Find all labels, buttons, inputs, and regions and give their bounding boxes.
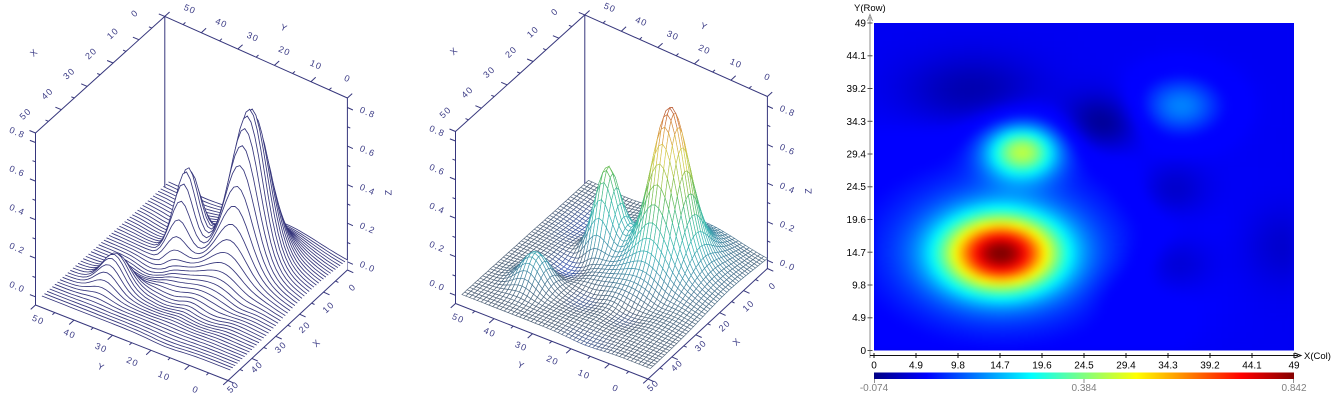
svg-text:10: 10 bbox=[728, 56, 743, 70]
svg-text:39.2: 39.2 bbox=[1200, 361, 1220, 372]
svg-text:40: 40 bbox=[634, 15, 649, 29]
svg-text:0.384: 0.384 bbox=[1071, 383, 1096, 394]
svg-text:24.5: 24.5 bbox=[847, 182, 867, 193]
svg-text:49: 49 bbox=[1288, 361, 1300, 372]
svg-text:30: 30 bbox=[245, 30, 260, 44]
svg-text:50: 50 bbox=[602, 1, 617, 15]
svg-text:29.4: 29.4 bbox=[847, 150, 867, 161]
svg-text:0: 0 bbox=[860, 346, 866, 357]
svg-text:20: 20 bbox=[125, 355, 140, 369]
svg-text:0: 0 bbox=[611, 383, 621, 395]
svg-text:0: 0 bbox=[343, 73, 353, 85]
svg-text:34.3: 34.3 bbox=[1158, 361, 1178, 372]
svg-text:Z: Z bbox=[803, 187, 813, 194]
svg-text:24.5: 24.5 bbox=[1074, 361, 1094, 372]
svg-text:30: 30 bbox=[94, 341, 109, 355]
svg-text:20: 20 bbox=[697, 42, 712, 56]
svg-text:39.2: 39.2 bbox=[847, 84, 867, 95]
svg-text:Y: Y bbox=[516, 359, 527, 371]
svg-text:4.9: 4.9 bbox=[909, 361, 923, 372]
svg-text:Z: Z bbox=[383, 189, 393, 196]
svg-text:10: 10 bbox=[308, 58, 323, 72]
svg-text:0: 0 bbox=[763, 71, 773, 83]
svg-text:30: 30 bbox=[514, 339, 529, 353]
svg-text:4.9: 4.9 bbox=[852, 313, 866, 324]
svg-text:44.1: 44.1 bbox=[1242, 361, 1262, 372]
svg-text:X(Col): X(Col) bbox=[1304, 351, 1331, 362]
svg-text:Y: Y bbox=[279, 22, 290, 34]
svg-text:9.8: 9.8 bbox=[951, 361, 965, 372]
svg-text:34.3: 34.3 bbox=[847, 117, 867, 128]
svg-text:50: 50 bbox=[451, 311, 466, 325]
svg-text:49: 49 bbox=[855, 19, 867, 30]
svg-text:20: 20 bbox=[545, 353, 560, 367]
svg-text:20: 20 bbox=[277, 44, 292, 58]
svg-text:-0.074: -0.074 bbox=[860, 383, 889, 394]
svg-text:14.7: 14.7 bbox=[847, 248, 867, 259]
svg-text:0: 0 bbox=[767, 280, 778, 292]
svg-text:40: 40 bbox=[214, 16, 229, 30]
svg-text:Y: Y bbox=[96, 361, 107, 373]
svg-text:0: 0 bbox=[871, 361, 877, 372]
svg-text:0: 0 bbox=[129, 7, 140, 19]
svg-text:30: 30 bbox=[665, 28, 680, 42]
svg-text:29.4: 29.4 bbox=[1116, 361, 1136, 372]
svg-text:40: 40 bbox=[62, 327, 77, 341]
svg-text:50: 50 bbox=[182, 2, 197, 16]
svg-text:9.8: 9.8 bbox=[852, 281, 866, 292]
svg-text:10: 10 bbox=[157, 369, 172, 383]
svg-text:Y(Row): Y(Row) bbox=[854, 3, 886, 14]
svg-text:0: 0 bbox=[549, 6, 560, 18]
svg-text:Y: Y bbox=[699, 20, 710, 32]
svg-text:10: 10 bbox=[577, 367, 592, 381]
svg-text:50: 50 bbox=[31, 313, 46, 327]
svg-text:0.842: 0.842 bbox=[1281, 383, 1306, 394]
svg-text:14.7: 14.7 bbox=[990, 361, 1010, 372]
svg-text:0: 0 bbox=[191, 384, 201, 396]
svg-text:40: 40 bbox=[482, 325, 497, 339]
svg-text:44.1: 44.1 bbox=[847, 51, 867, 62]
svg-text:0: 0 bbox=[347, 282, 358, 294]
svg-text:19.6: 19.6 bbox=[1032, 361, 1052, 372]
svg-text:19.6: 19.6 bbox=[847, 215, 867, 226]
